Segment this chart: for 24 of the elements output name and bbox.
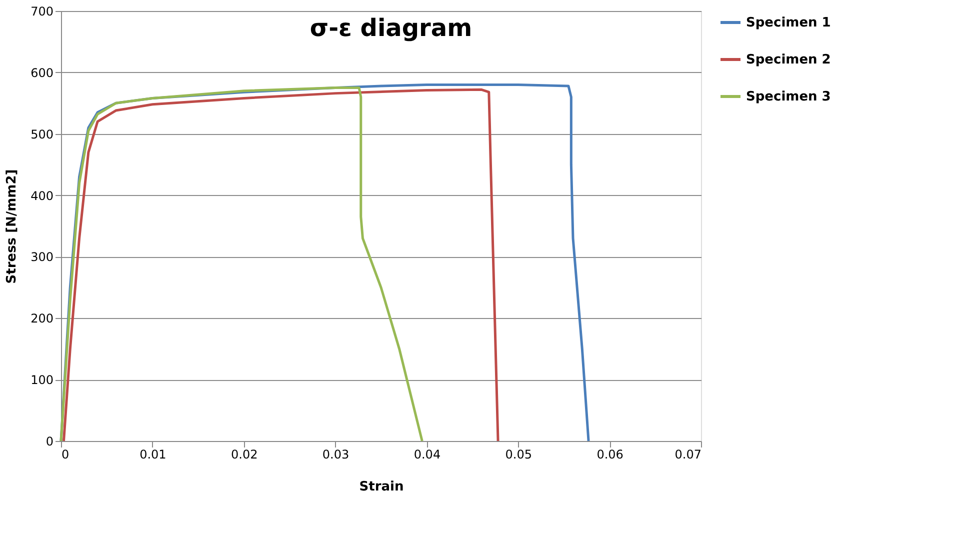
y-tick-label: 0 <box>46 434 54 448</box>
x-tick-label: 0.02 <box>231 448 258 462</box>
y-tick-label: 300 <box>30 250 54 264</box>
legend-label: Specimen 2 <box>746 52 831 68</box>
x-tick-label: 0.06 <box>596 448 624 462</box>
line-series <box>62 88 500 442</box>
y-tick-label: 400 <box>30 188 54 203</box>
x-tick-label: 0.03 <box>322 448 350 462</box>
chart-title: σ-ε diagram <box>310 14 472 42</box>
x-tick-label: 0.05 <box>505 448 532 462</box>
y-axis-title: Stress [N/mm2] <box>4 169 20 284</box>
x-axis-title: Strain <box>359 480 404 494</box>
legend-label: Specimen 3 <box>746 90 831 104</box>
y-tick-label: 500 <box>30 127 54 142</box>
x-tick-label: 0.07 <box>674 448 702 462</box>
legend-label: Specimen 1 <box>746 16 831 30</box>
x-tick-label: 0 <box>62 448 70 462</box>
y-tick-label: 600 <box>30 66 54 80</box>
line-series <box>60 86 424 442</box>
y-tick-label: 200 <box>30 312 54 326</box>
y-tick-label: 700 <box>30 4 54 18</box>
x-tick-label: 0.04 <box>414 448 441 462</box>
y-tick-label: 100 <box>30 373 54 388</box>
x-tick-label: 0.01 <box>140 448 166 462</box>
